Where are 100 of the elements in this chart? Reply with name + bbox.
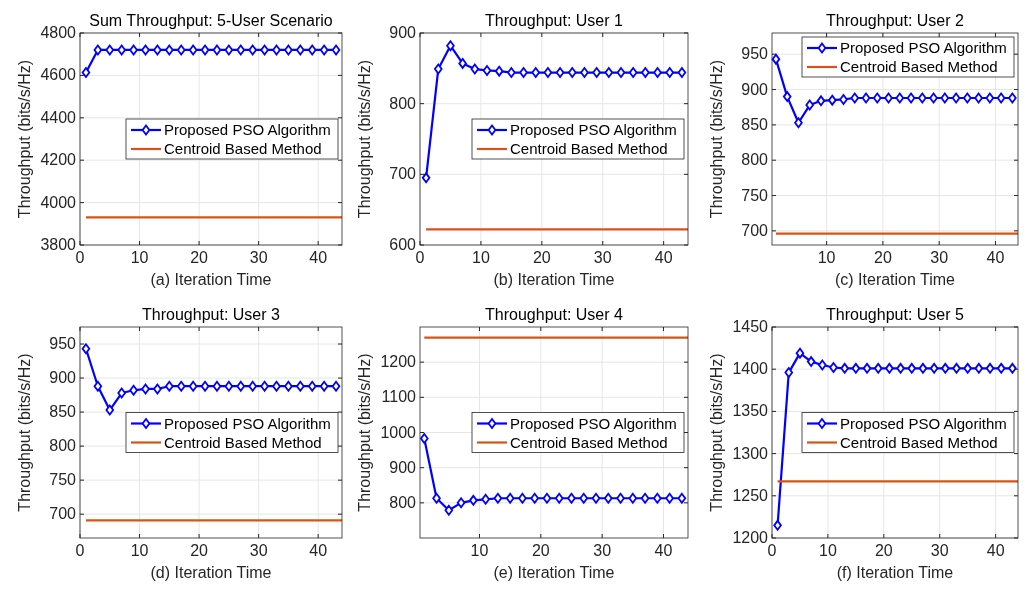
point <box>420 433 429 444</box>
point <box>862 362 872 374</box>
point <box>641 67 650 78</box>
x-tick-label: 20 <box>190 249 209 266</box>
x-tick-label: 10 <box>472 249 490 266</box>
y-tick-label: 800 <box>389 94 417 112</box>
point <box>212 380 222 392</box>
point <box>554 492 564 504</box>
point <box>518 492 527 504</box>
y-tick-label: 750 <box>49 471 77 489</box>
x-tick-label: 40 <box>309 542 328 559</box>
y-tick-label: 1300 <box>732 444 769 462</box>
x-tick-label: 0 <box>767 542 777 559</box>
point <box>432 492 441 504</box>
point <box>918 362 928 374</box>
y-tick-label: 1400 <box>732 360 769 378</box>
y-tick-label: 700 <box>49 505 77 523</box>
x-tick-label: 10 <box>130 542 149 559</box>
x-tick-label: 40 <box>654 542 673 559</box>
x-tick-label: 30 <box>593 249 612 266</box>
point <box>519 67 528 78</box>
point <box>795 347 805 359</box>
x-tick-label: 30 <box>930 542 949 559</box>
point <box>81 343 91 355</box>
point <box>806 356 816 367</box>
x-axis-title: (a) Iteration Time <box>150 271 272 288</box>
point <box>861 92 871 104</box>
y-axis-title: Throughput (bits/s/Hz) <box>356 59 373 219</box>
point <box>616 492 625 504</box>
point <box>555 67 565 78</box>
y-tick-label: 900 <box>389 458 417 476</box>
y-tick-label: 850 <box>741 115 769 133</box>
legend-label: Proposed PSO Algorithm <box>164 121 331 138</box>
legend-label: Proposed PSO Algorithm <box>510 414 677 432</box>
point <box>494 65 504 77</box>
y-tick-label: 800 <box>389 493 417 511</box>
point <box>260 380 269 392</box>
x-tick-label: 10 <box>130 249 149 266</box>
legend-label: Centroid Based Method <box>164 140 322 157</box>
point <box>963 362 972 374</box>
y-tick-label: 1200 <box>380 353 417 371</box>
point <box>236 380 246 392</box>
chart-title: Throughput: User 2 <box>826 12 965 29</box>
point <box>604 67 614 78</box>
point <box>940 92 950 104</box>
point <box>493 492 503 504</box>
y-tick-label: 700 <box>389 165 417 183</box>
y-tick-label: 900 <box>389 24 417 41</box>
point <box>996 362 1006 374</box>
y-tick-label: 4000 <box>40 193 77 211</box>
point <box>165 380 174 392</box>
point <box>307 380 317 392</box>
y-tick-label: 1250 <box>732 486 769 504</box>
x-tick-label: 40 <box>309 249 328 266</box>
x-axis-title: (c) Iteration Time <box>834 271 956 288</box>
y-tick-label: 1000 <box>380 423 417 441</box>
point <box>665 492 674 504</box>
point <box>851 362 861 374</box>
point <box>604 492 613 504</box>
point <box>591 492 601 504</box>
point <box>319 380 329 392</box>
point <box>141 383 150 395</box>
point <box>818 359 827 371</box>
y-tick-label: 600 <box>389 236 417 253</box>
chart-title: Throughput: User 4 <box>485 306 624 323</box>
y-tick-label: 4800 <box>40 24 77 41</box>
point <box>176 380 186 392</box>
legend-label: Centroid Based Method <box>510 140 668 157</box>
point <box>850 92 860 104</box>
point <box>771 53 781 65</box>
point <box>996 92 1006 104</box>
point <box>963 92 972 104</box>
point <box>816 95 826 107</box>
legend-label: Centroid Based Method <box>840 58 998 75</box>
x-tick-label: 10 <box>470 542 489 559</box>
x-tick-label: 0 <box>415 249 425 266</box>
y-tick-label: 900 <box>741 80 769 98</box>
point <box>653 492 662 504</box>
x-tick-label: 0 <box>75 249 85 266</box>
x-tick-label: 20 <box>531 542 550 559</box>
y-tick-label: 950 <box>741 45 769 63</box>
point <box>840 362 849 374</box>
point <box>873 362 883 374</box>
y-axis-title: Throughput (bits/s/Hz) <box>708 59 725 219</box>
point <box>444 504 454 516</box>
point <box>458 57 467 69</box>
x-axis-title: (f) Iteration Time <box>836 564 954 581</box>
point <box>542 492 552 504</box>
point <box>628 492 638 504</box>
point <box>985 362 995 374</box>
point <box>951 92 961 104</box>
y-tick-label: 950 <box>49 335 77 353</box>
point <box>568 67 577 78</box>
point <box>839 94 848 105</box>
x-axis-title: (d) Iteration Time <box>150 564 272 581</box>
legend-label: Centroid Based Method <box>164 433 322 451</box>
point <box>470 63 480 75</box>
y-tick-label: 1450 <box>732 318 769 335</box>
point <box>974 92 983 104</box>
point <box>248 380 257 392</box>
